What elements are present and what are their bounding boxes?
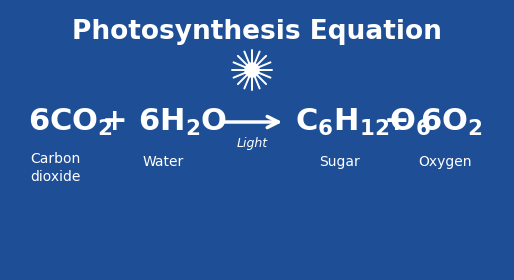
- Text: Carbon
dioxide: Carbon dioxide: [30, 152, 80, 184]
- Text: $\mathbf{6CO_2}$: $\mathbf{6CO_2}$: [28, 106, 113, 137]
- Text: +: +: [102, 108, 128, 137]
- Text: Water: Water: [142, 155, 183, 169]
- Text: Photosynthesis Equation: Photosynthesis Equation: [72, 19, 442, 45]
- Text: $\mathbf{6H_2O}$: $\mathbf{6H_2O}$: [138, 106, 227, 137]
- Text: Light: Light: [236, 137, 268, 151]
- Text: $\mathbf{6O_2}$: $\mathbf{6O_2}$: [420, 106, 483, 137]
- Text: Sugar: Sugar: [320, 155, 360, 169]
- Circle shape: [245, 63, 259, 77]
- Text: Oxygen: Oxygen: [418, 155, 472, 169]
- Text: +: +: [384, 108, 410, 137]
- Text: $\mathbf{C_6H_{12}O_6}$: $\mathbf{C_6H_{12}O_6}$: [295, 106, 432, 137]
